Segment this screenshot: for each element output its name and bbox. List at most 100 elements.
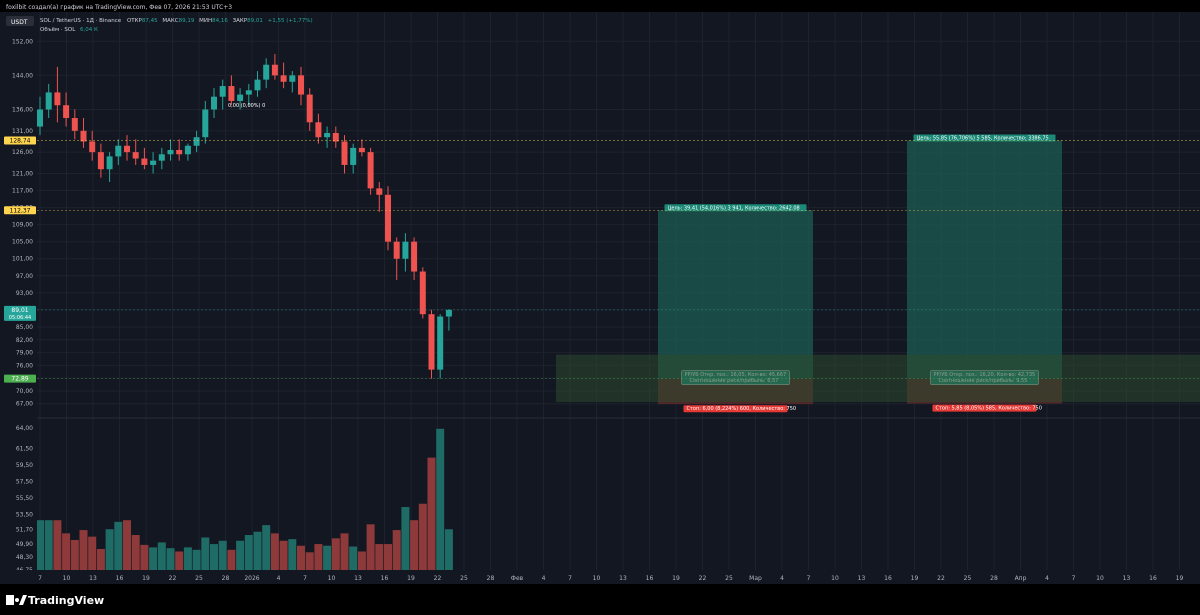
price-badge-bg xyxy=(4,305,36,321)
volume-bar xyxy=(157,542,166,570)
candle-body xyxy=(141,158,148,165)
candle-body xyxy=(193,137,200,146)
time-tick-label: 4 xyxy=(780,575,784,582)
volume-bar xyxy=(340,533,349,570)
price-tick-label: 97,00 xyxy=(16,273,33,280)
candle-body xyxy=(71,118,78,131)
ohlc-high: 89,19 xyxy=(179,18,195,24)
price-tick-label: 152,00 xyxy=(12,38,33,45)
tradingview-logo[interactable]: TradingView xyxy=(6,594,104,607)
time-tick-label: 25 xyxy=(964,575,972,582)
time-tick-label: 13 xyxy=(619,575,627,582)
ohlc-change: +1,55 (+1,77%) xyxy=(268,18,313,24)
candle-body xyxy=(350,147,357,165)
time-tick-label: 25 xyxy=(460,575,468,582)
time-tick-label: 22 xyxy=(169,575,177,582)
ohlc-low: 84,16 xyxy=(212,18,228,24)
price-tick-label: 76,00 xyxy=(16,362,33,369)
candle-body xyxy=(54,92,61,106)
volume-bar xyxy=(88,536,97,570)
time-axis[interactable]: 7 10 13 16 19 22 25 28 2026 4 7 10 13 16 19 22 25 28 Фев 4 7… xyxy=(0,570,1200,584)
ohlc-high-label: МАКС xyxy=(162,18,178,24)
volume-bar xyxy=(210,544,218,570)
volume-bar xyxy=(392,530,401,570)
time-tick-label: 22 xyxy=(434,575,442,582)
candle-body xyxy=(184,145,191,155)
created-by-line: foxilbit создал(а) график на TradingView… xyxy=(6,4,232,11)
time-tick-label: 7 xyxy=(568,575,572,582)
candle-body xyxy=(45,92,52,110)
candle-body xyxy=(202,109,209,138)
symbol-line[interactable]: SOL / TetherUS · 1Д · Binance ОТКР87,45 … xyxy=(40,18,313,24)
volume-bar xyxy=(166,548,175,570)
time-tick-label: 16 xyxy=(646,575,654,582)
volume-bar xyxy=(357,551,366,570)
volume-bar xyxy=(96,549,105,570)
symbol-name: SOL / TetherUS · 1Д · Binance xyxy=(40,18,122,24)
position-stop-label-bg xyxy=(683,405,788,413)
time-tick-label: 13 xyxy=(354,575,362,582)
price-badge: 72,89 xyxy=(11,376,28,383)
time-tick-label: 28 xyxy=(487,575,495,582)
price-tick-label: 67,00 xyxy=(16,401,33,408)
price-tick-label: 126,00 xyxy=(12,149,33,156)
price-tick-label: 144,00 xyxy=(12,72,33,79)
time-tick-label: 4 xyxy=(277,575,281,582)
volume-bar xyxy=(436,428,445,570)
volume-bar xyxy=(114,521,123,570)
price-tick-label: 117,00 xyxy=(12,188,33,195)
candle-body xyxy=(124,145,130,153)
volume-indicator-line[interactable]: Объём · SOL 6,04 К xyxy=(40,27,98,33)
candle-body xyxy=(376,188,383,195)
candle-body xyxy=(411,241,418,272)
time-tick-label: 28 xyxy=(990,575,998,582)
volume-bar xyxy=(253,531,262,570)
candle-body xyxy=(271,64,278,76)
horizontal-lines xyxy=(37,140,1200,379)
volume-bar xyxy=(418,503,427,570)
volume-bar xyxy=(227,549,236,570)
volume-bar xyxy=(201,537,210,570)
candle-body xyxy=(428,314,435,370)
time-tick-label: Фев xyxy=(511,575,524,582)
volume-bar xyxy=(140,544,149,570)
price-badge-bg xyxy=(4,136,36,145)
time-tick-label: 19 xyxy=(672,575,680,582)
candle-body xyxy=(263,64,270,80)
zero-annotation: 0,00 (0,00%) 0 xyxy=(228,103,265,109)
volume-bar xyxy=(349,546,358,570)
candle-body xyxy=(254,79,261,91)
volume-tick-label: 51,70 xyxy=(16,526,33,533)
price-axis[interactable]: 152,00 144,00 136,00 131,00 126,00 121,00 117,… xyxy=(0,12,37,570)
volume-bar xyxy=(36,520,44,570)
ohlc-low-label: МИН xyxy=(199,18,212,24)
price-tick-label: 101,00 xyxy=(12,256,33,263)
volume-bar xyxy=(44,520,53,570)
candle-body xyxy=(280,75,287,82)
volume-tick-label: 55,50 xyxy=(16,495,33,502)
volume-bar xyxy=(297,545,305,570)
volume-bar xyxy=(149,547,158,570)
candle-body xyxy=(228,86,235,101)
candle-body xyxy=(324,132,331,138)
volume-bar xyxy=(123,520,131,570)
time-tick-label: 16 xyxy=(1149,575,1157,582)
price-tick-label: 82,00 xyxy=(16,337,33,344)
candle-body xyxy=(63,105,70,119)
time-tick-label: 10 xyxy=(831,575,839,582)
time-tick-label: 10 xyxy=(1096,575,1104,582)
time-tick-label: 10 xyxy=(63,575,71,582)
time-tick-label: Апр xyxy=(1015,575,1027,582)
tv-logo-dot-icon xyxy=(15,598,19,602)
time-tick-label: 25 xyxy=(195,575,203,582)
position-tools[interactable]: Цель: 39,41 (54,016%) 3 941, Количество:… xyxy=(556,134,1200,413)
volume-tick-label: 61,50 xyxy=(16,446,33,453)
volume-bar xyxy=(70,539,79,570)
candle-body xyxy=(150,160,157,165)
position-target-label: Цель: 55,85 (76,706%) 5 585, Количество:… xyxy=(917,135,1049,141)
price-tick-label: 85,00 xyxy=(16,324,33,331)
time-axis-bg xyxy=(0,570,1200,584)
volume-bar xyxy=(384,544,392,570)
time-tick-label: Мар xyxy=(749,575,762,582)
